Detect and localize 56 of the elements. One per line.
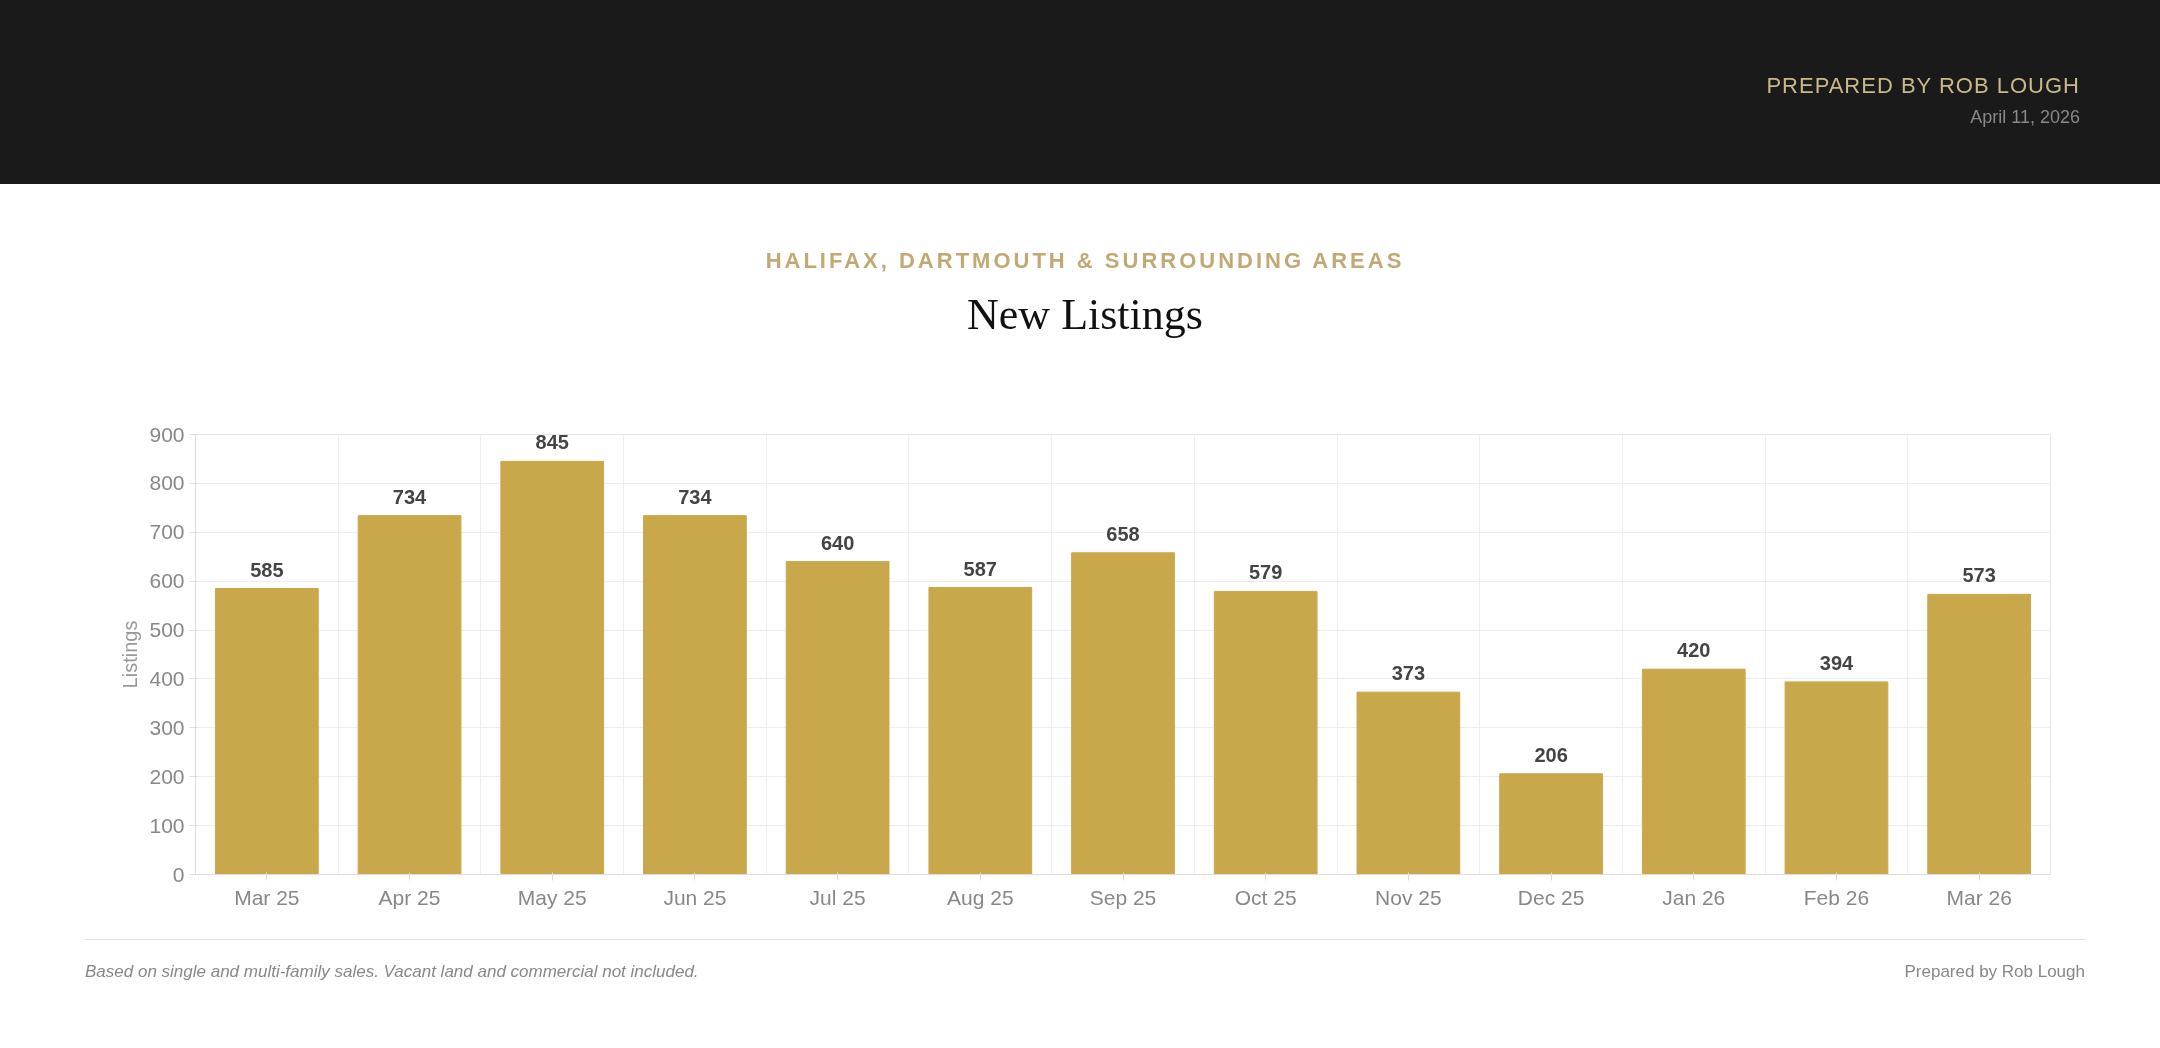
text: Based on single and multi-family sales. Vacant land and commercial not included. [85, 961, 699, 983]
bar [357, 515, 462, 875]
data-label: 394 [1819, 651, 1855, 674]
x-tick-label: Jul 25 [809, 885, 866, 909]
data-label: 420 [1677, 639, 1711, 662]
y-tick-label: 100 [149, 813, 185, 837]
bar [1927, 593, 2032, 875]
y-tick-label: 500 [149, 618, 185, 642]
x-tick-label: Jun 25 [663, 885, 727, 909]
data-label: 573 [1962, 564, 1996, 587]
data-label: 373 [1391, 662, 1426, 685]
x-tick-label: Apr 25 [378, 885, 441, 909]
x-tick-label: Oct 25 [1234, 885, 1297, 909]
y-tick-label: 700 [149, 520, 185, 544]
chart-subtitle: HALIFAX, DARTMOUTH & SURROUNDING AREAS [764, 247, 1406, 275]
data-label: 640 [820, 531, 855, 554]
y-tick-label: 900 [149, 422, 185, 446]
data-label: 734 [392, 485, 428, 508]
bar [643, 515, 747, 875]
y-tick-label: 0 [172, 862, 185, 886]
x-tick-label: Mar 25 [234, 885, 300, 909]
x-tick-label: May 25 [517, 885, 587, 909]
x-tick-label: Sep 25 [1089, 885, 1157, 909]
data-label: 587 [963, 557, 997, 580]
bar [1071, 552, 1175, 875]
bar [928, 587, 1033, 875]
text: April 11, 2026 [1969, 106, 2080, 130]
data-label: 585 [250, 558, 284, 581]
text: Prepared by Rob Lough [1904, 961, 2085, 983]
x-tick-label: Dec 25 [1517, 885, 1585, 909]
bar [1784, 681, 1889, 875]
bar [500, 460, 605, 875]
data-label: 206 [1534, 743, 1568, 766]
data-label: 734 [678, 485, 713, 508]
bar [1641, 668, 1746, 875]
bar [1499, 773, 1603, 875]
data-label: 579 [1249, 561, 1283, 584]
y-tick-label: 200 [149, 764, 185, 788]
y-tick-label: 400 [149, 666, 185, 690]
x-tick-label: Nov 25 [1375, 885, 1442, 909]
bar [1213, 590, 1318, 875]
y-axis-title: Listings [119, 620, 142, 689]
x-tick-label: Feb 26 [1803, 885, 1870, 909]
chart-title: New Listings [966, 289, 1204, 342]
x-tick-label: Jan 26 [1662, 885, 1726, 909]
x-tick-label: Aug 25 [947, 885, 1014, 909]
data-label: 845 [535, 431, 569, 454]
y-tick-label: 800 [149, 471, 185, 495]
bar [785, 561, 890, 875]
y-tick-label: 300 [149, 715, 185, 739]
x-tick-label: Mar 26 [1946, 885, 2012, 909]
bar [214, 588, 319, 875]
text: PREPARED BY ROB LOUGH [1766, 72, 2080, 100]
bar [1356, 691, 1461, 875]
y-tick-label: 600 [149, 569, 185, 593]
data-label: 658 [1106, 522, 1140, 545]
